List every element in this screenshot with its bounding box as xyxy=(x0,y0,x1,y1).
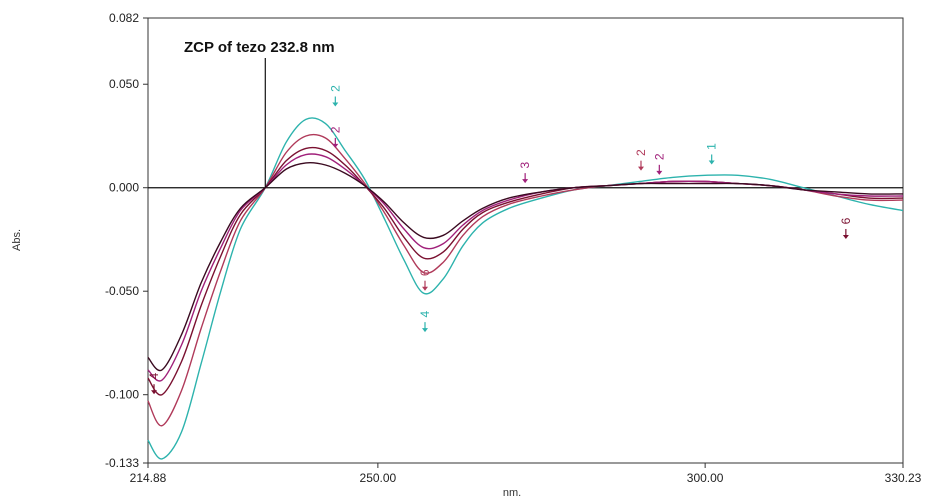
series-line-5 xyxy=(147,161,904,372)
y-axis-label: Abs. xyxy=(11,229,23,251)
curve-label-arrow xyxy=(332,143,339,148)
curve-label-arrow xyxy=(637,166,644,171)
y-tick-label: -0.100 xyxy=(105,388,139,402)
curve-label: 3 xyxy=(518,161,532,168)
y-tick-label: -0.050 xyxy=(105,284,139,298)
curve-label-arrow xyxy=(151,390,158,395)
x-tick-label: 214.88 xyxy=(130,471,167,485)
curve-label-arrow xyxy=(421,328,428,333)
curve-label: 6 xyxy=(839,217,853,224)
curve-label-arrow xyxy=(332,102,339,107)
y-tick-label: 0.082 xyxy=(109,11,139,25)
curve-label: 2 xyxy=(634,149,648,156)
curve-label: 2 xyxy=(328,126,342,133)
curve-label-arrow xyxy=(708,160,715,165)
x-tick-label: 330.23 xyxy=(885,471,922,485)
series-lines xyxy=(147,117,904,460)
zcp-annotation-group: ZCP of tezo 232.8 nm xyxy=(184,39,335,188)
y-tick-label: -0.133 xyxy=(105,456,139,470)
y-tick-label: 0.050 xyxy=(109,77,139,91)
curve-label: 1 xyxy=(705,143,719,150)
x-tick-label: 300.00 xyxy=(687,471,724,485)
curve-label: 6 xyxy=(418,269,432,276)
x-axis-label: nm. xyxy=(503,487,521,499)
curve-label-arrow xyxy=(421,286,428,291)
x-tick-label: 250.00 xyxy=(360,471,397,485)
curve-label: 4 xyxy=(418,310,432,317)
zcp-annotation: ZCP of tezo 232.8 nm xyxy=(184,39,335,56)
curve-label-arrow xyxy=(842,234,849,239)
curve-label-arrow xyxy=(522,179,529,184)
curve-label: 2 xyxy=(652,153,666,160)
curve-label: 2 xyxy=(328,85,342,92)
curve-label-arrow xyxy=(656,170,663,175)
curve-label: 4 xyxy=(147,373,161,380)
y-tick-label: 0.000 xyxy=(109,181,139,195)
series-line-1 xyxy=(147,117,904,460)
plot-frame xyxy=(147,17,904,464)
plot-area xyxy=(147,17,904,464)
